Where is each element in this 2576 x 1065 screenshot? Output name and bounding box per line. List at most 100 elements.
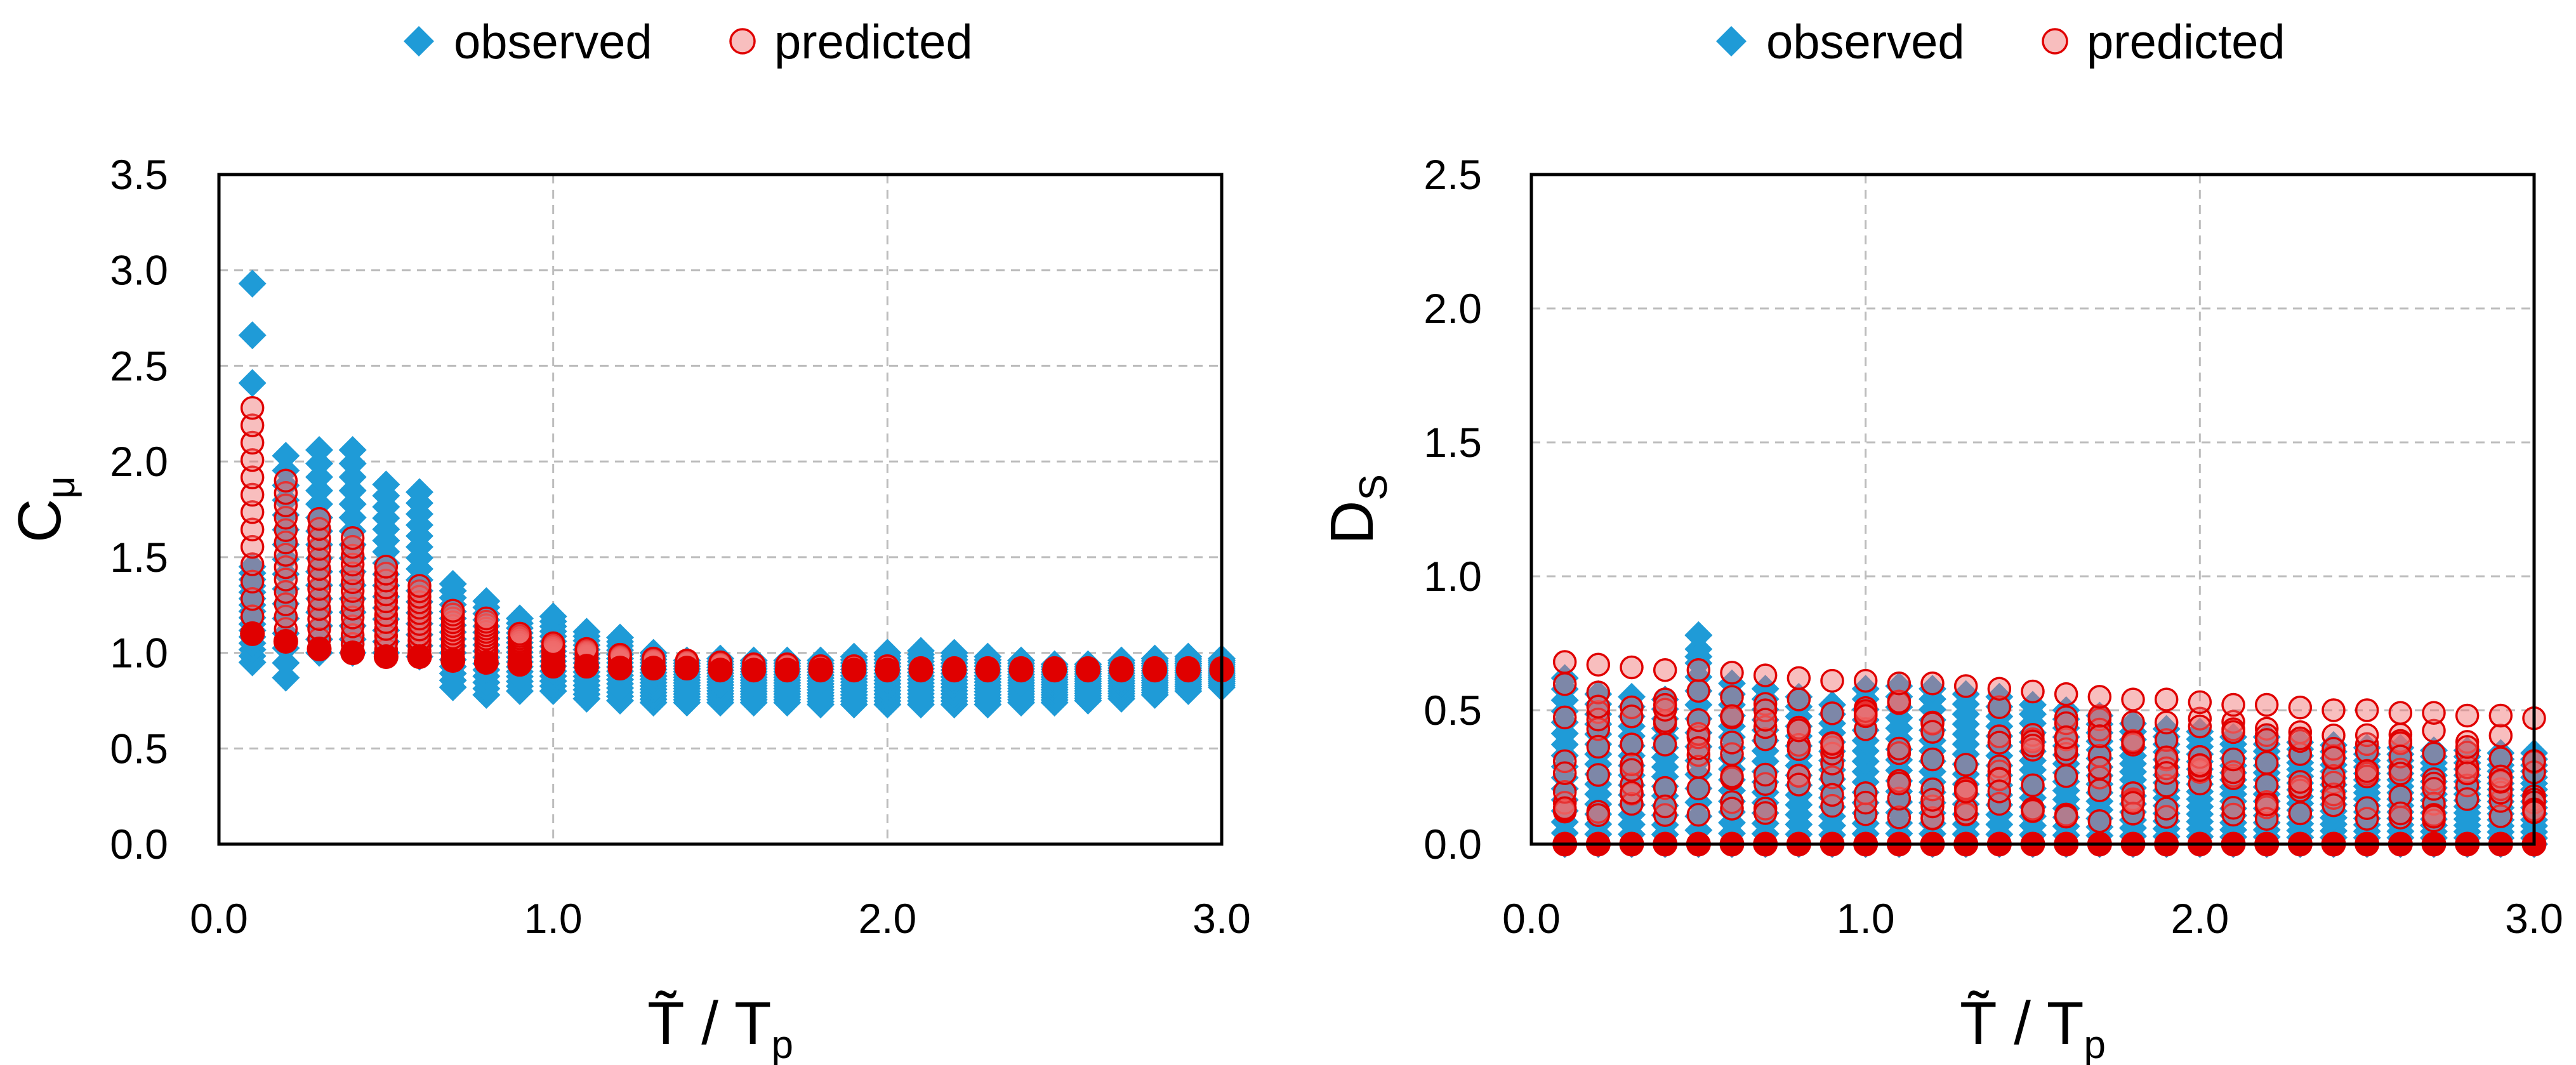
- predicted-point: [1787, 718, 1811, 743]
- x-tick-label: 2.0: [2170, 895, 2229, 942]
- legend-predicted-marker: [729, 28, 756, 55]
- predicted-point: [2254, 728, 2279, 752]
- y-tick-label: 0.0: [110, 821, 168, 868]
- legend-observed-marker: [1716, 26, 1747, 56]
- observed-point: [1952, 680, 1980, 708]
- observed-point: [1851, 675, 1880, 703]
- predicted-point: [1820, 668, 1844, 693]
- predicted-point: [1586, 707, 1611, 732]
- x-axis-title: T̃ / Tp: [1960, 989, 2106, 1065]
- observed-point: [2386, 734, 2415, 762]
- predicted-point: [1753, 801, 1778, 825]
- predicted-point: [1653, 692, 1677, 717]
- observed-point: [2019, 691, 2047, 719]
- predicted-point: [1987, 695, 2012, 720]
- predicted-point: [2455, 761, 2480, 786]
- observed-point: [338, 436, 367, 465]
- predicted-point: [274, 493, 298, 517]
- predicted-point: [2254, 692, 2279, 717]
- observed-point: [472, 587, 501, 616]
- y-tick-label: 2.5: [110, 342, 168, 389]
- predicted-point: [240, 448, 265, 472]
- predicted-point: [808, 658, 833, 683]
- predicted-point: [240, 500, 265, 524]
- predicted-point: [340, 640, 366, 666]
- predicted-point: [1987, 779, 2012, 804]
- observed-point: [272, 471, 300, 499]
- predicted-point: [240, 586, 265, 611]
- predicted-point: [1787, 666, 1811, 691]
- predicted-point: [374, 555, 399, 579]
- predicted-point: [307, 506, 331, 531]
- predicted-point: [2455, 703, 2480, 728]
- predicted-point: [307, 637, 332, 662]
- predicted-point: [1552, 672, 1577, 696]
- predicted-point: [2221, 795, 2245, 820]
- observed-point: [2487, 739, 2515, 767]
- predicted-point: [1787, 764, 1811, 788]
- predicted-point: [274, 505, 298, 530]
- predicted-point: [340, 526, 365, 550]
- predicted-point: [1887, 689, 1912, 714]
- predicted-point: [2322, 737, 2346, 761]
- observed-point: [272, 442, 300, 470]
- predicted-point: [1920, 671, 1945, 696]
- predicted-point: [508, 621, 532, 646]
- predicted-point: [240, 517, 265, 542]
- predicted-point: [2422, 771, 2446, 796]
- predicted-point: [2087, 685, 2112, 709]
- predicted-point: [1720, 661, 1744, 685]
- predicted-point: [1686, 802, 1711, 827]
- y-tick-label: 3.5: [110, 151, 168, 198]
- gridlines: [1531, 175, 2534, 844]
- y-axis-title-sub: S: [1352, 474, 1396, 500]
- predicted-point: [1753, 715, 1778, 739]
- predicted-point: [2422, 701, 2446, 725]
- predicted-point: [1887, 805, 1912, 830]
- predicted-point: [2054, 804, 2078, 829]
- predicted-point: [1720, 704, 1744, 728]
- predicted-point: [2121, 687, 2145, 711]
- x-axis-title: T̃ / Tp: [647, 989, 793, 1065]
- x-axis-title-sub: p: [772, 1023, 793, 1065]
- predicted-point: [1720, 685, 1744, 709]
- predicted-point: [1653, 794, 1677, 819]
- observed-point: [1919, 675, 1946, 703]
- predicted-point: [2154, 728, 2179, 752]
- predicted-point: [340, 552, 365, 577]
- predicted-point: [607, 656, 633, 681]
- observed-point: [272, 560, 300, 588]
- predicted-point: [1620, 704, 1644, 729]
- y-tick-label: 0.5: [1423, 687, 1482, 734]
- y-tick-label: 0.5: [110, 725, 168, 772]
- predicted-point: [2254, 792, 2279, 817]
- predicted-point: [1853, 668, 1878, 693]
- predicted-point: [1552, 650, 1577, 674]
- predicted-point: [2355, 698, 2379, 722]
- observed-point: [272, 545, 300, 574]
- predicted-point: [2054, 725, 2078, 750]
- predicted-point: [274, 530, 298, 555]
- predicted-point: [440, 648, 466, 673]
- observed-point: [572, 618, 601, 646]
- predicted-point: [240, 552, 265, 576]
- observed-point: [1818, 691, 1846, 719]
- x-axis-title-main: T̃ / T: [647, 989, 772, 1057]
- y-tick-label: 1.0: [1423, 553, 1482, 600]
- predicted-point: [1987, 677, 2012, 701]
- predicted-point: [541, 654, 566, 679]
- predicted-point: [274, 604, 298, 629]
- legend-predicted-label: predicted: [774, 15, 973, 69]
- series-predicted: [240, 395, 1234, 683]
- predicted-point: [641, 656, 666, 681]
- observed-point: [606, 623, 634, 652]
- observed-point: [2353, 734, 2381, 762]
- predicted-point: [340, 561, 365, 586]
- predicted-point: [1887, 771, 1912, 796]
- predicted-point: [942, 658, 967, 683]
- predicted-point: [708, 658, 733, 683]
- predicted-point: [1853, 704, 1878, 729]
- x-tick-label: 3.0: [1192, 895, 1251, 942]
- predicted-point: [1008, 658, 1034, 683]
- predicted-point: [1987, 791, 2012, 816]
